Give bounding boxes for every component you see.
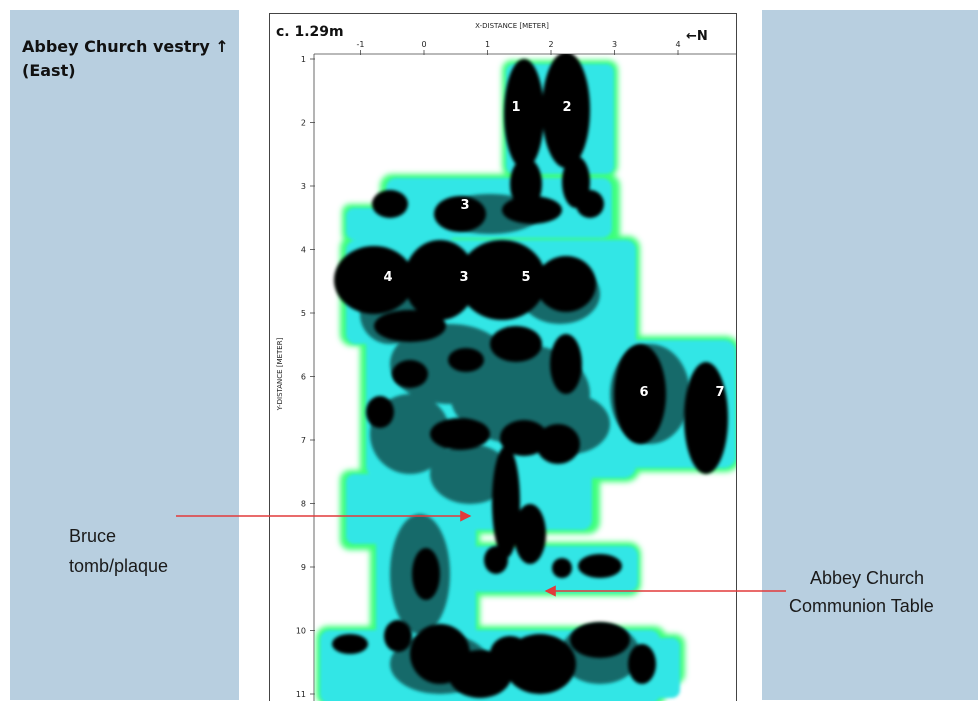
cyan-field — [346, 208, 456, 240]
y-tick-label: 8 — [301, 500, 306, 509]
dark-anomaly — [404, 240, 476, 320]
y-tick-label: 6 — [301, 373, 306, 382]
x-tick-label: -1 — [357, 40, 365, 49]
dark-anomaly — [430, 418, 490, 450]
x-axis-title: X-DISTANCE [METER] — [475, 22, 549, 30]
x-tick-label: 1 — [485, 40, 490, 49]
x-tick-label: 4 — [675, 40, 680, 49]
dark-anomaly — [552, 558, 572, 578]
dark-anomaly — [492, 446, 520, 558]
y-tick-label: 9 — [301, 563, 306, 572]
x-tick-label: 3 — [612, 40, 617, 49]
right-side-panel — [762, 10, 978, 700]
y-tick-label: 4 — [301, 246, 306, 255]
y-tick-label: 10 — [296, 627, 306, 636]
anomaly-number-label: 1 — [511, 100, 520, 115]
dark-anomaly — [384, 620, 412, 652]
communion-label-line1: Abbey Church — [810, 568, 925, 588]
gpr-depth-slice-figure: c. 1.29m X-DISTANCE [METER] ←N Y-DISTANC… — [269, 13, 737, 701]
bruce-label-line1: Bruce — [69, 526, 117, 546]
anomaly-number-label: 5 — [521, 270, 530, 285]
dark-anomaly — [628, 644, 656, 684]
y-tick-label: 2 — [301, 119, 306, 128]
anomaly-number-label: 2 — [562, 100, 571, 115]
y-tick-label: 11 — [296, 690, 306, 699]
dark-anomaly — [434, 196, 486, 232]
dark-anomaly — [514, 504, 546, 564]
y-axis-ticks: 1 2 3 4 5 6 7 8 9 10 11 — [296, 55, 315, 699]
anomaly-number-label: 7 — [715, 385, 724, 400]
anomaly-number-label: 3 — [459, 270, 468, 285]
depth-label: c. 1.29m — [276, 24, 344, 40]
dark-anomaly — [684, 362, 728, 474]
dark-anomaly — [500, 420, 548, 456]
y-tick-label: 1 — [301, 55, 306, 64]
teal-patch — [430, 444, 510, 504]
dark-anomaly — [578, 554, 622, 578]
dark-anomaly — [484, 546, 508, 574]
anomaly-number-label: 4 — [383, 270, 392, 285]
x-axis-ticks: -1 0 1 2 3 4 — [357, 40, 681, 55]
dark-anomaly — [334, 246, 414, 314]
anomaly-layer — [316, 54, 736, 701]
x-tick-label: 2 — [548, 40, 553, 49]
x-tick-label: 0 — [421, 40, 426, 49]
dark-anomaly — [448, 348, 484, 372]
dark-anomaly — [576, 190, 604, 218]
dark-anomaly — [542, 54, 590, 168]
dark-anomaly — [458, 240, 546, 320]
y-tick-label: 3 — [301, 182, 306, 191]
dark-anomaly — [502, 196, 562, 224]
dark-anomaly — [536, 256, 596, 312]
vestry-direction-label: Abbey Church vestry ↑ — [22, 37, 229, 56]
anomaly-number-label: 3 — [460, 198, 469, 213]
dark-anomaly — [366, 396, 394, 428]
dark-anomaly — [550, 334, 582, 394]
gpr-slice-graphic: c. 1.29m X-DISTANCE [METER] ←N Y-DISTANC… — [276, 22, 736, 701]
dark-anomaly — [614, 344, 666, 444]
y-axis-title: Y-DISTANCE [METER] — [276, 337, 284, 411]
dark-anomaly — [490, 636, 530, 672]
dark-anomaly — [372, 190, 408, 218]
dark-anomaly — [392, 360, 428, 388]
dark-anomaly — [504, 59, 544, 169]
y-tick-label: 5 — [301, 309, 306, 318]
dark-anomaly — [490, 326, 542, 362]
bruce-label-line2: tomb/plaque — [69, 556, 169, 576]
dark-anomaly — [412, 548, 440, 600]
dark-anomaly — [536, 424, 580, 464]
dark-anomaly — [570, 622, 630, 658]
left-side-panel — [10, 10, 239, 700]
anomaly-number-label: 6 — [639, 385, 648, 400]
dark-anomaly — [374, 310, 446, 342]
anomaly-markers: 1 2 3 3 4 5 6 7 — [383, 100, 724, 400]
y-tick-label: 7 — [301, 436, 306, 445]
dark-anomaly — [332, 634, 368, 654]
north-indicator: ←N — [686, 29, 708, 44]
east-label: (East) — [22, 61, 76, 80]
communion-label-line2: Communion Table — [789, 596, 934, 616]
